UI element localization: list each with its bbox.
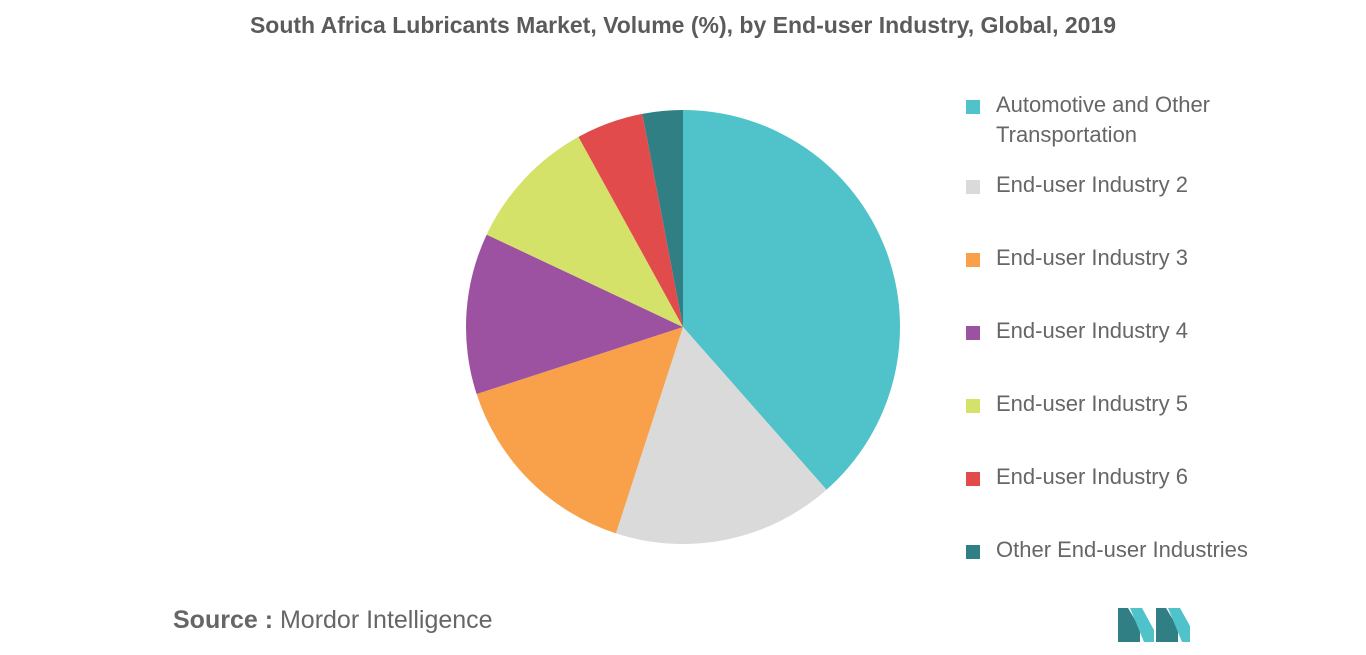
legend-label: End-user Industry 5 [996, 391, 1188, 416]
pie-slice-6 [578, 113, 683, 328]
legend-swatch [966, 472, 980, 486]
pie-slice-7 [642, 110, 683, 327]
legend-swatch [966, 399, 980, 413]
pie-slice-3 [476, 327, 683, 534]
source-label: Source : [173, 606, 274, 634]
legend-label: End-user Industry 2 [996, 172, 1188, 197]
source-note: Source : Mordor Intelligence [173, 606, 493, 635]
chart-title: South Africa Lubricants Market, Volume (… [249, 12, 1117, 38]
legend-label: End-user Industry 4 [996, 318, 1188, 343]
legend-label: Other End-user Industries [996, 537, 1248, 562]
legend-swatch [966, 180, 980, 194]
legend-label: End-user Industry 6 [996, 464, 1188, 489]
pie-slice-5 [486, 136, 683, 327]
legend-label: Automotive and Other Transportation [996, 92, 1211, 147]
legend-swatch [966, 253, 980, 267]
legend-swatch [966, 326, 980, 340]
source-text: Mordor Intelligence [273, 606, 493, 634]
legend-label: End-user Industry 3 [996, 245, 1188, 270]
pie-slice-2 [615, 327, 827, 544]
legend-swatch [966, 100, 980, 114]
mordor-intelligence-logo-icon [1118, 608, 1190, 642]
legend-swatch [966, 545, 980, 559]
pie-slice-1 [683, 110, 900, 490]
pie-slice-4 [465, 234, 683, 395]
